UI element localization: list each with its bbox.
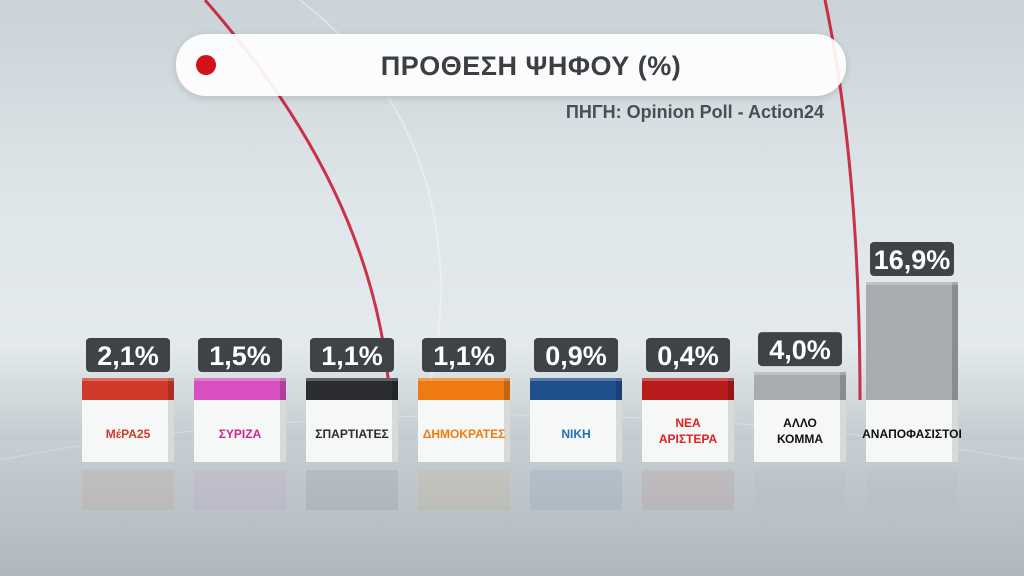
category-label: ΣΠΑΡΤΙΑΤΕΣ <box>315 427 388 441</box>
bar-highlight <box>306 378 398 381</box>
bar <box>866 282 958 400</box>
category-label: ΑΝΑΠΟΦΑΣΙΣΤΟΙ <box>862 427 962 441</box>
bar-highlight <box>82 378 174 381</box>
category-label-line: ΑΡΙΣΤΕΡΑ <box>659 432 718 446</box>
bar <box>754 372 846 400</box>
bar-group: ΣΠΑΡΤΙΑΤΕΣ 1,1% <box>306 338 398 510</box>
bar <box>82 378 174 400</box>
chart-title: ΠΡΟΘΕΣΗ ΨΗΦΟΥ (%) <box>380 51 682 81</box>
category-label: ΜέΡΑ25 <box>106 427 151 441</box>
category-label-line: ΝΕΑ <box>675 416 701 430</box>
bar-group: ΔΗΜΟΚΡΑΤΕΣ 1,1% <box>418 338 510 510</box>
bar-reflection <box>530 470 622 510</box>
bar <box>306 378 398 400</box>
category-label: ΣΥΡΙΖΑ <box>219 427 262 441</box>
bar-group: ΝΕΑ ΑΡΙΣΤΕΡΑ 0,4% <box>642 338 734 510</box>
bar-side <box>392 378 398 400</box>
value-badge <box>86 338 170 372</box>
bar-reflection <box>754 470 846 510</box>
bar-group: ΜέΡΑ25 2,1% <box>82 338 174 510</box>
label-card-side <box>616 400 622 462</box>
value-label: 1,1% <box>321 341 383 371</box>
bar-highlight <box>418 378 510 381</box>
value-label: 2,1% <box>97 341 159 371</box>
value-label: 0,9% <box>545 341 607 371</box>
value-badge <box>870 242 954 276</box>
bar <box>642 378 734 400</box>
label-card <box>530 400 622 462</box>
bar-side <box>616 378 622 400</box>
label-card <box>82 400 174 462</box>
label-card <box>418 400 510 462</box>
bar-reflection <box>866 470 958 510</box>
value-label: 0,4% <box>657 341 719 371</box>
title-banner: ΠΡΟΘΕΣΗ ΨΗΦΟΥ (%) <box>176 34 846 96</box>
category-label: ΝΙΚΗ <box>561 427 590 441</box>
category-label-line: ΚΟΜΜΑ <box>777 432 823 446</box>
label-card-side <box>392 400 398 462</box>
value-label: 1,1% <box>433 341 495 371</box>
value-badge <box>534 338 618 372</box>
bar-group: ΑΝΑΠΟΦΑΣΙΣΤΟΙ 16,9% <box>862 242 962 510</box>
bar-group: ΑΛΛΟ ΚΟΜΜΑ 4,0% <box>754 332 846 510</box>
label-card-side <box>504 400 510 462</box>
bar-side <box>504 378 510 400</box>
category-label: ΔΗΜΟΚΡΑΤΕΣ <box>423 427 506 441</box>
label-card-side <box>728 400 734 462</box>
category-label-line: ΑΛΛΟ <box>783 416 817 430</box>
bar-group: ΝΙΚΗ 0,9% <box>530 338 622 510</box>
bar-side <box>168 378 174 400</box>
bar-group: ΣΥΡΙΖΑ 1,5% <box>194 338 286 510</box>
bar-highlight <box>642 378 734 381</box>
bar-side <box>280 378 286 400</box>
red-dot-icon <box>196 55 216 75</box>
bar-side <box>952 282 958 400</box>
label-card <box>642 400 734 462</box>
value-label: 1,5% <box>209 341 271 371</box>
source-caption: ΠΗΓΗ: Opinion Poll - Action24 <box>565 102 824 122</box>
label-card <box>194 400 286 462</box>
bar-reflection <box>194 470 286 510</box>
bar <box>194 378 286 400</box>
bar-highlight <box>866 282 958 285</box>
value-badge <box>422 338 506 372</box>
label-card <box>866 400 958 462</box>
bar <box>530 378 622 400</box>
label-card-side <box>280 400 286 462</box>
category-label: ΝΕΑ ΑΡΙΣΤΕΡΑ <box>659 416 718 446</box>
category-label: ΑΛΛΟ ΚΟΜΜΑ <box>777 416 823 446</box>
value-label: 4,0% <box>769 335 831 365</box>
bar <box>418 378 510 400</box>
bar-highlight <box>194 378 286 381</box>
bar-highlight <box>530 378 622 381</box>
label-card-side <box>168 400 174 462</box>
value-badge <box>310 338 394 372</box>
bar-reflection <box>306 470 398 510</box>
value-badge <box>646 338 730 372</box>
bar-side <box>840 372 846 400</box>
label-card <box>754 400 846 462</box>
label-card-side <box>840 400 846 462</box>
value-badge <box>758 332 842 367</box>
label-card-side <box>952 400 958 462</box>
bar-reflection <box>642 470 734 510</box>
bar-reflection <box>82 470 174 510</box>
label-card <box>306 400 398 462</box>
bar-side <box>728 378 734 400</box>
value-badge <box>198 338 282 372</box>
bar-highlight <box>754 372 846 376</box>
value-label: 16,9% <box>874 245 951 275</box>
bar-reflection <box>418 470 510 510</box>
